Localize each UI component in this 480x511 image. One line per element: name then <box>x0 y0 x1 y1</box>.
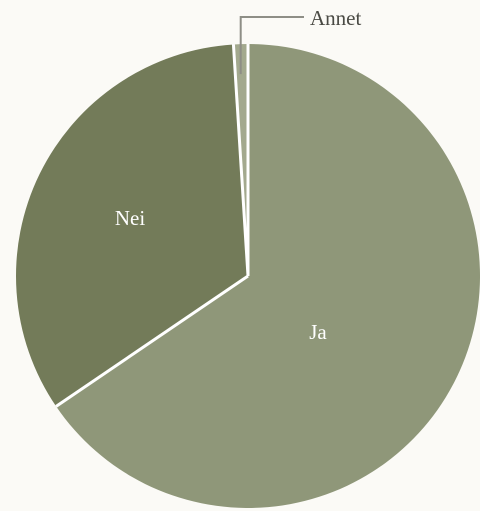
slice-label-nei: Nei <box>115 206 145 230</box>
slice-separator-2 <box>231 44 250 277</box>
slice-separator-1 <box>55 274 249 408</box>
slice-label-annet: Annet <box>310 6 361 30</box>
pie-slice-nei <box>16 44 249 407</box>
annet-callout-line <box>239 16 304 75</box>
slice-separators <box>55 44 250 408</box>
pie-slice-ja <box>56 44 480 508</box>
slice-label-ja: Ja <box>309 320 327 344</box>
